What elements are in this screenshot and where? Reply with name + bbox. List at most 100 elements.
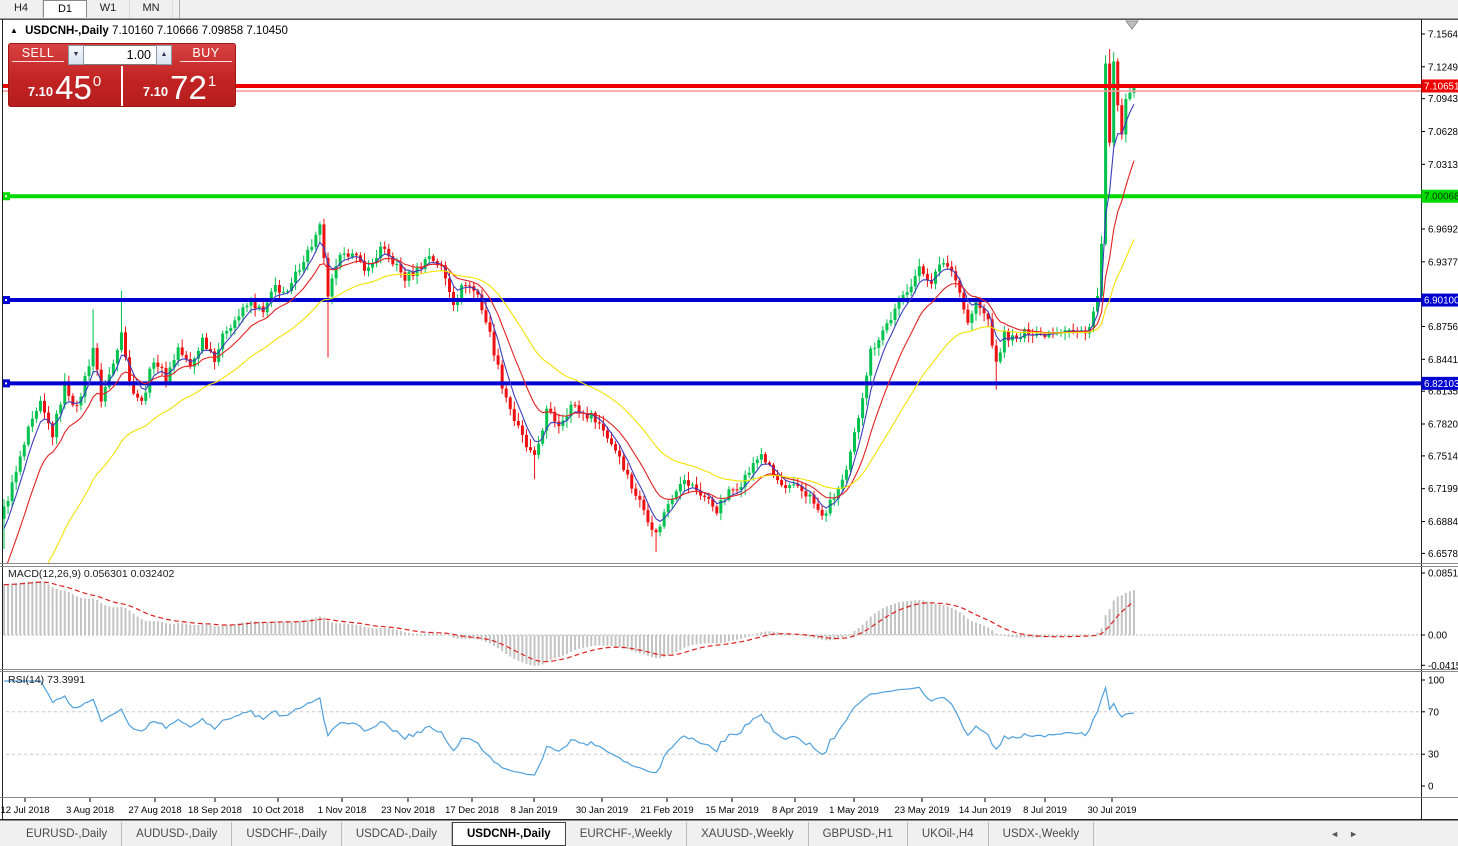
buy-price-prefix: 7.10	[142, 84, 169, 99]
date-tick-label: 30 Jul 2019	[1087, 805, 1136, 816]
price-pane	[3, 49, 1421, 563]
rsi-axis-label: 100	[1428, 676, 1445, 687]
price-level-badge	[1421, 293, 1458, 307]
symbol-tab-eurchf[interactable]: EURCHF-,Weekly	[566, 822, 688, 846]
price-tick-label: 6.84410	[1428, 355, 1458, 366]
macd-axis-label: 0.00	[1428, 631, 1448, 642]
moving-average-line	[3, 104, 1135, 529]
buy-price-big: 72	[170, 69, 207, 106]
symbol-tab-usdcnh[interactable]: USDCNH-,Daily	[451, 822, 566, 846]
symbol-tab-usdcad[interactable]: USDCAD-,Daily	[342, 822, 452, 846]
price-tick-label: 6.75140	[1428, 451, 1458, 462]
price-level-badge	[1421, 79, 1458, 93]
rsi-axis-label: 70	[1428, 707, 1439, 718]
buy-price-superscript: 1	[207, 73, 217, 90]
price-level-badge-label: 6.82103	[1424, 379, 1458, 390]
price-tick-label: 6.93770	[1428, 257, 1458, 268]
price-tick-label: 7.03130	[1428, 160, 1458, 171]
timeframe-button-mn[interactable]: MN	[130, 0, 173, 18]
symbol-tab-xauusd[interactable]: XAUUSD-,Weekly	[687, 822, 809, 846]
price-tick-label: 6.78200	[1428, 420, 1458, 431]
date-tick-label: 21 Feb 2019	[640, 805, 693, 816]
macd-main-value: 0.056301	[83, 568, 128, 580]
timeframe-button-w1[interactable]: W1	[87, 0, 130, 18]
macd-histogram	[3, 581, 1135, 667]
price-tick-label: 6.65780	[1428, 549, 1458, 560]
symbol-tabs: EURUSD-,Daily AUDUSD-,Daily USDCHF-,Daily U…	[0, 821, 1095, 846]
symbol-tab-ukoil[interactable]: UKOil-,H4	[908, 822, 989, 846]
toolbar-divider	[179, 0, 180, 18]
date-tick-label: 1 May 2019	[829, 805, 879, 816]
price-tick-label: 7.12490	[1428, 62, 1458, 73]
buy-button[interactable]: BUY	[180, 46, 232, 62]
buy-price-button[interactable]: 7.10 72 1	[123, 66, 236, 106]
macd-name: MACD(12,26,9)	[8, 568, 81, 580]
chart-ohlc-values: 7.10160 7.10666 7.09858 7.10450	[112, 25, 288, 37]
price-level-badge	[1421, 376, 1458, 390]
moving-average-line	[6, 160, 1135, 563]
price-level-badge-label: 7.10651	[1424, 81, 1458, 92]
tab-scroll-arrows: ◄ ►	[1330, 821, 1358, 846]
symbol-tab-eurusd[interactable]: EURUSD-,Daily	[12, 822, 123, 846]
price-tick-label: 6.71990	[1428, 484, 1458, 495]
tab-scroll-left-icon[interactable]: ◄	[1330, 829, 1340, 839]
chart-title: ▲ USDCNH-,Daily 7.10160 7.10666 7.09858 …	[10, 25, 288, 37]
rsi-pane	[3, 680, 1421, 776]
date-tick-label: 15 Mar 2019	[705, 805, 758, 816]
date-tick-label: 8 Apr 2019	[772, 805, 818, 816]
symbol-tab-gbpusd[interactable]: GBPUSD-,H1	[809, 822, 908, 846]
sell-price-prefix: 7.10	[27, 84, 54, 99]
date-tick-label: 12 Jul 2018	[0, 805, 49, 816]
price-level-badge	[1421, 189, 1458, 203]
tab-scroll-right-icon[interactable]: ►	[1349, 829, 1358, 839]
date-tick-label: 3 Aug 2018	[66, 805, 114, 816]
date-tick-label: 14 Jun 2019	[959, 805, 1011, 816]
price-tick-label: 6.81350	[1428, 387, 1458, 398]
chart-symbol-label: USDCNH-,Daily	[25, 25, 109, 37]
rsi-axis-label: 30	[1428, 750, 1439, 761]
symbol-tab-usdchf[interactable]: USDCHF-,Daily	[232, 822, 342, 846]
timeframe-toolbar: H4 D1 W1 MN	[0, 0, 1458, 19]
date-tick-label: 17 Dec 2018	[445, 805, 499, 816]
rsi-axis-label: 0	[1428, 782, 1434, 793]
chart-canvas: 7.15640 7.12490 7.09430 7.06280 7.03130 6.969…	[0, 19, 1458, 820]
rsi-label: RSI(14) 73.3991	[8, 674, 85, 686]
rsi-name: RSI(14)	[8, 674, 45, 686]
volume-input[interactable]	[84, 44, 156, 65]
price-tick-label: 7.09430	[1428, 94, 1458, 105]
symbol-tab-bar: EURUSD-,Daily AUDUSD-,Daily USDCHF-,Daily U…	[0, 820, 1458, 846]
macd-axis-label: -0.04159	[1428, 661, 1458, 672]
date-tick-label: 8 Jan 2019	[510, 805, 557, 816]
moving-average-line	[47, 239, 1135, 563]
price-level-badge-label: 6.90100	[1424, 296, 1458, 307]
macd-signal-line	[3, 581, 1135, 663]
symbol-tab-usdx[interactable]: USDX-,Weekly	[989, 822, 1095, 846]
macd-axis-label: 0.085164	[1428, 569, 1458, 580]
timeframe-button-h4[interactable]: H4	[0, 0, 43, 18]
date-axis: 12 Jul 2018 3 Aug 2018 27 Aug 2018 18 Sep 2…	[0, 798, 1137, 816]
sell-price-big: 45	[55, 69, 92, 106]
price-tick-label: 7.15640	[1428, 30, 1458, 41]
volume-control: ▼ ▲	[68, 44, 176, 65]
date-tick-label: 27 Aug 2018	[128, 805, 181, 816]
chart-area: 7.15640 7.12490 7.09430 7.06280 7.03130 6.969…	[0, 19, 1458, 820]
macd-label: MACD(12,26,9) 0.056301 0.032402	[8, 568, 174, 580]
collapse-panel-icon[interactable]: ▲	[10, 26, 18, 35]
date-tick-label: 23 Nov 2018	[381, 805, 435, 816]
date-tick-label: 8 Jul 2019	[1023, 805, 1067, 816]
chart-shift-marker-icon[interactable]	[1125, 20, 1139, 30]
rsi-line	[4, 680, 1135, 776]
sell-price-button[interactable]: 7.10 45 0	[8, 66, 123, 106]
macd-pane	[3, 581, 1421, 667]
sell-price-superscript: 0	[92, 73, 102, 90]
sell-button[interactable]: SELL	[12, 46, 64, 62]
price-tick-label: 6.68840	[1428, 517, 1458, 528]
price-axis: 7.15640 7.12490 7.09430 7.06280 7.03130 6.969…	[1421, 30, 1458, 793]
date-tick-label: 10 Oct 2018	[252, 805, 304, 816]
volume-increase-button[interactable]: ▲	[156, 44, 172, 65]
volume-decrease-button[interactable]: ▼	[68, 44, 84, 65]
timeframe-button-d1[interactable]: D1	[43, 0, 87, 18]
symbol-tab-audusd[interactable]: AUDUSD-,Daily	[122, 822, 233, 846]
price-tick-label: 7.06280	[1428, 127, 1458, 138]
